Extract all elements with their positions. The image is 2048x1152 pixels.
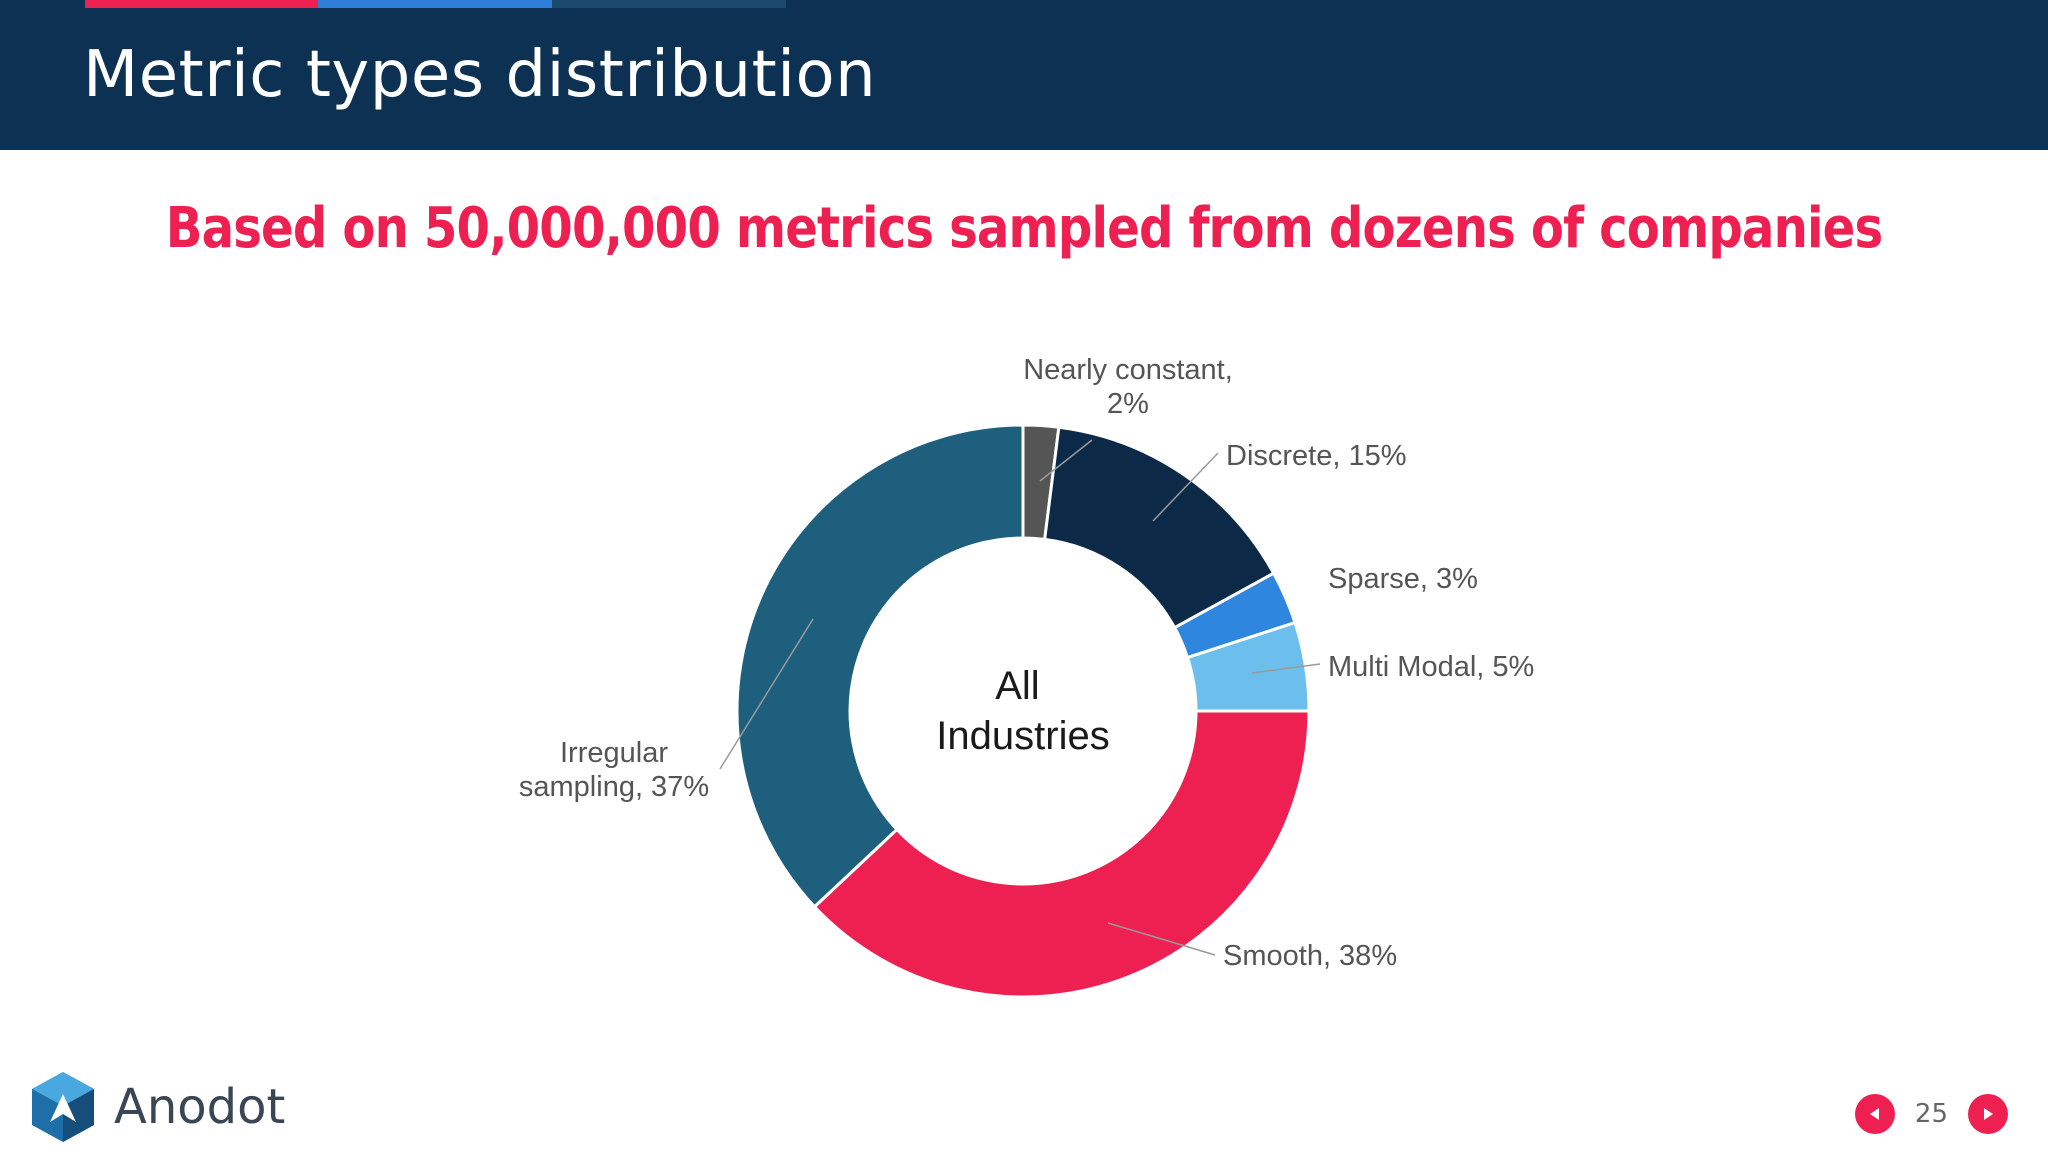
slice-label-line: sampling, 37% — [519, 771, 709, 803]
chart-center-label: All Industries — [936, 664, 1109, 758]
accent-bar-red — [85, 0, 318, 8]
prev-slide-button[interactable] — [1854, 1094, 1895, 1134]
slice-label-nearly-constant: Nearly constant, 2% — [1023, 354, 1233, 420]
leader-line-smooth — [1107, 922, 1216, 956]
slice-label-irregular-sampling: Irregular sampling, 37% — [519, 737, 709, 803]
center-label-line-1: All — [995, 664, 1039, 708]
leader-line-multi-modal — [1251, 663, 1321, 674]
accent-bar-blue — [318, 0, 552, 8]
slice-label-multi-modal: Multi Modal, 5% — [1328, 651, 1534, 683]
anodot-logo-icon — [32, 1072, 94, 1142]
slice-label-line: Irregular — [560, 737, 668, 769]
next-slide-button[interactable] — [1968, 1094, 2008, 1134]
slice-label-discrete: Discrete, 15% — [1226, 440, 1407, 472]
leader-line-nearly-constant — [1039, 439, 1093, 482]
logo-text: Anodot — [114, 1079, 286, 1135]
slice-label-line: Sparse, 3% — [1328, 563, 1478, 595]
slice-label-line: Smooth, 38% — [1223, 940, 1397, 972]
leader-line-irregular-sampling — [719, 618, 814, 770]
triangle-left-icon — [1869, 1108, 1879, 1120]
slice-irregular-sampling — [735, 423, 1025, 909]
slice-label-smooth: Smooth, 38% — [1223, 940, 1397, 972]
slice-label-line: Nearly constant, — [1023, 354, 1233, 386]
anodot-logo: Anodot — [30, 1070, 285, 1144]
slice-label-sparse: Sparse, 3% — [1328, 563, 1478, 595]
center-label-line-2: Industries — [936, 714, 1109, 758]
slide-navigation: 25 — [1854, 1094, 2008, 1134]
leader-line-discrete — [1152, 452, 1219, 522]
slide-subtitle: Based on 50,000,000 metrics sampled from… — [165, 196, 1883, 261]
slice-label-line: Multi Modal, 5% — [1328, 651, 1534, 683]
triangle-right-icon — [1984, 1108, 1993, 1120]
slice-label-line: Discrete, 15% — [1226, 440, 1407, 472]
slice-smooth — [812, 709, 1311, 999]
accent-bar-navy — [552, 0, 786, 8]
page-number: 25 — [1914, 1099, 1948, 1129]
slice-label-line: 2% — [1107, 388, 1149, 420]
slice-discrete — [1043, 425, 1276, 630]
slide-title: Metric types distribution — [83, 38, 877, 112]
slide-header: Metric types distribution — [0, 0, 2048, 150]
